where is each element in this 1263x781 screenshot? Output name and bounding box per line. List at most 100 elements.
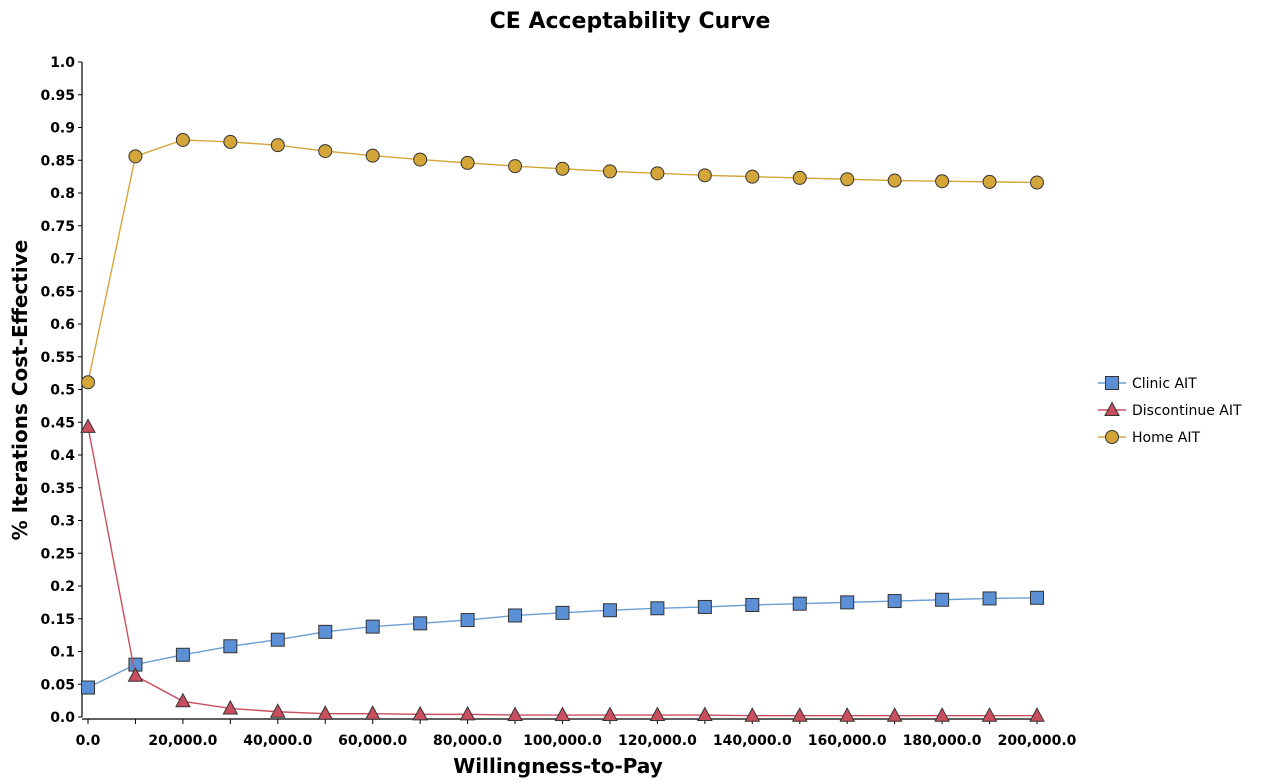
clinic-ait-point — [81, 680, 95, 695]
clinic-ait-point — [270, 632, 285, 647]
discontinue-ait-point — [507, 706, 523, 722]
home-ait-point — [792, 170, 807, 185]
clinic-ait-point — [982, 591, 997, 606]
x-tick-label: 140,000.0 — [713, 733, 792, 749]
home-ait-point — [555, 161, 570, 176]
legend-label-discontinue-ait: Discontinue AIT — [1132, 403, 1242, 419]
y-tick-label: 0.8 — [50, 186, 75, 202]
home-ait-point — [128, 149, 143, 164]
clinic-ait-point — [413, 616, 428, 631]
home-ait-point — [318, 144, 333, 159]
discontinue-ait-point — [459, 705, 476, 721]
home-ait-point — [81, 375, 95, 390]
chart-title: CE Acceptability Curve — [490, 9, 771, 34]
plot-area: 0.0 0.05 0.1 0.15 0.2 0.25 0.3 0.35 0.4 0.45 0.5 0.… — [40, 55, 1076, 749]
legend-label-home-ait: Home AIT — [1132, 430, 1201, 446]
x-axis-label: Willingness-to-Pay — [453, 754, 663, 778]
home-ait-point — [365, 148, 380, 163]
y-tick-label: 0.75 — [40, 219, 75, 235]
clinic-ait-point — [318, 624, 333, 639]
y-tick-label: 0.15 — [40, 612, 75, 628]
discontinue-ait-point — [981, 707, 998, 722]
discontinue-ait-point — [839, 707, 856, 722]
clinic-ait-point — [508, 608, 523, 623]
y-tick-label: 0.6 — [50, 317, 75, 333]
y-tick-label: 0.25 — [40, 546, 75, 562]
x-tick-label: 0.0 — [76, 733, 101, 749]
clinic-ait-point — [555, 605, 570, 620]
discontinue-ait-point — [554, 706, 571, 722]
clinic-ait-point — [792, 596, 807, 611]
y-tick-label: 0.65 — [40, 284, 75, 300]
clinic-ait-point — [840, 595, 855, 610]
legend-marker-discontinue-ait — [1104, 401, 1120, 416]
clinic-ait-point — [650, 601, 665, 616]
home-ait-point — [887, 173, 902, 188]
y-tick-label: 0.35 — [40, 481, 75, 497]
legend-marker-home-ait — [1105, 430, 1119, 444]
discontinue-ait-point — [412, 705, 428, 721]
discontinue-ait-point — [1029, 707, 1045, 722]
discontinue-ait-point — [886, 707, 903, 722]
discontinue-ait-line — [87, 426, 1037, 717]
legend: Clinic AIT Discontinue AIT Home AIT — [1098, 376, 1242, 446]
home-ait-point — [223, 134, 238, 149]
y-tick-label: 1.0 — [50, 55, 75, 71]
home-ait-point — [413, 152, 428, 167]
clinic-ait-point — [460, 613, 475, 628]
home-ait-point — [935, 174, 950, 189]
home-ait-point — [175, 132, 190, 147]
discontinue-ait-point — [744, 707, 761, 722]
legend-marker-clinic-ait — [1105, 376, 1119, 390]
y-tick-label: 0.3 — [50, 514, 75, 530]
y-tick-label: 0.95 — [40, 88, 75, 104]
home-ait-point — [697, 168, 712, 183]
y-tick-label: 0.9 — [50, 121, 75, 137]
clinic-ait-point — [175, 647, 190, 662]
y-tick-label: 0.55 — [40, 350, 75, 366]
clinic-ait-point — [223, 639, 238, 654]
y-tick-label: 0.45 — [40, 415, 75, 431]
home-ait-point — [840, 172, 855, 187]
y-tick-label: 0.5 — [50, 383, 75, 399]
x-tick-label: 200,000.0 — [998, 733, 1077, 749]
discontinue-ait-point — [127, 667, 144, 682]
y-tick-label: 0.0 — [50, 710, 75, 726]
home-ait-point — [270, 138, 285, 153]
y-tick-label: 0.7 — [50, 252, 75, 268]
discontinue-ait-point — [222, 699, 239, 715]
clinic-ait-point — [745, 597, 760, 612]
home-ait-point — [745, 169, 760, 184]
clinic-ait-point — [365, 619, 380, 634]
x-tick-label: 120,000.0 — [618, 733, 697, 749]
discontinue-ait-point — [317, 705, 334, 720]
legend-label-clinic-ait: Clinic AIT — [1132, 376, 1197, 392]
home-ait-point — [460, 155, 475, 170]
clinic-ait-point — [1030, 590, 1044, 605]
x-tick-label: 40,000.0 — [243, 733, 312, 749]
x-tick-label: 180,000.0 — [903, 733, 982, 749]
x-tick-label: 60,000.0 — [338, 733, 407, 749]
x-tick-label: 80,000.0 — [433, 733, 502, 749]
discontinue-ait-point — [269, 703, 286, 718]
discontinue-ait-point — [175, 692, 191, 708]
clinic-ait-point — [697, 599, 712, 614]
discontinue-ait-point — [602, 706, 618, 722]
y-tick-label: 0.05 — [40, 677, 75, 693]
x-tick-label: 20,000.0 — [148, 733, 217, 749]
clinic-ait-point — [935, 592, 950, 607]
discontinue-ait-point — [364, 705, 381, 720]
discontinue-ait-point — [934, 707, 950, 722]
y-tick-label: 0.4 — [50, 448, 75, 464]
y-tick-label: 0.85 — [40, 153, 75, 169]
y-axis-label: % Iterations Cost-Effective — [8, 240, 32, 541]
discontinue-ait-point — [80, 418, 96, 433]
home-ait-point — [508, 159, 523, 174]
x-tick-label: 100,000.0 — [523, 733, 602, 749]
y-tick-label: 0.2 — [50, 579, 75, 595]
x-tick-label: 160,000.0 — [808, 733, 887, 749]
clinic-ait-point — [602, 603, 617, 618]
home-ait-point — [602, 164, 617, 179]
home-ait-point — [1030, 175, 1044, 190]
